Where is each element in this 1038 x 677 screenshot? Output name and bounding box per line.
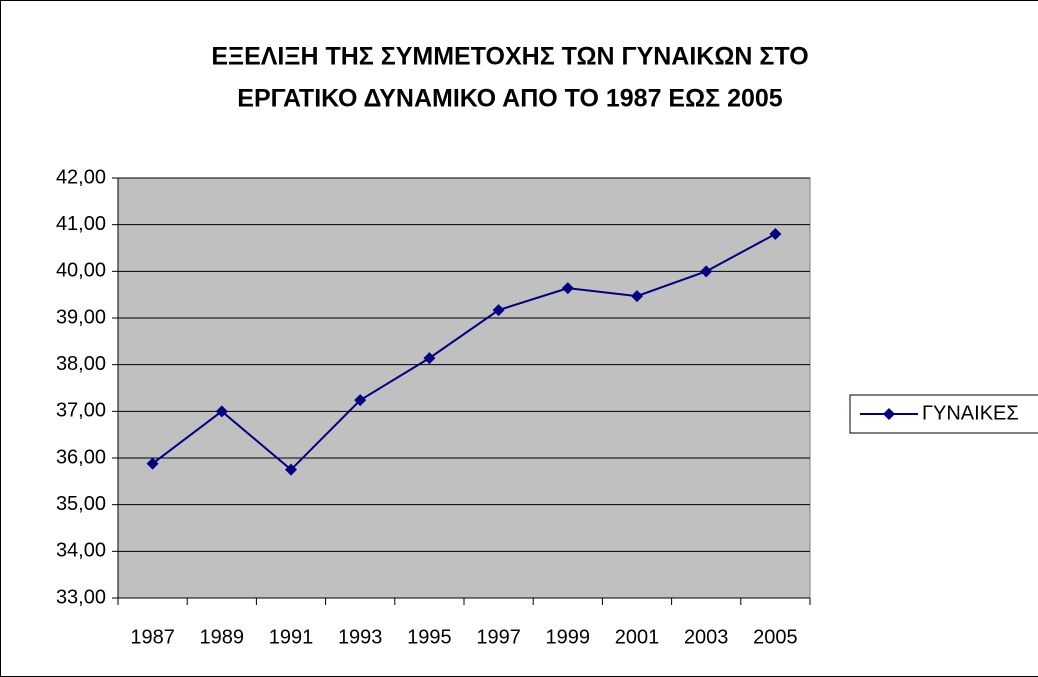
y-tick-label: 35,00 <box>56 493 106 515</box>
x-tick-label: 2005 <box>753 626 798 648</box>
y-tick-label: 42,00 <box>56 166 106 188</box>
marker <box>631 290 643 303</box>
marker <box>423 352 436 365</box>
y-tick-label: 37,00 <box>56 400 106 422</box>
chart-title: ΕΞΕΛΙΞΗ ΤΗΣ ΣΥΜΜΕΤΟΧΗΣ ΤΩΝ ΓΥΝΑΙΚΩΝ ΣΤΟ <box>211 43 808 71</box>
x-tick-label: 1999 <box>546 626 591 648</box>
x-tick-label: 1995 <box>407 626 452 648</box>
x-tick-label: 2001 <box>615 626 660 648</box>
marker <box>561 282 574 295</box>
chart-title: ΕΡΓΑΤΙΚΟ ΔΥΝΑΜΙΚΟ ΑΠΟ ΤΟ 1987 ΕΩΣ 2005 <box>237 85 782 113</box>
y-tick-label: 33,00 <box>56 586 106 608</box>
marker <box>492 304 505 317</box>
y-tick-label: 38,00 <box>56 353 106 375</box>
legend-label: ΓΥΝΑΙΚΕΣ <box>922 402 1019 424</box>
y-tick-label: 41,00 <box>56 213 106 235</box>
y-tick-label: 39,00 <box>56 306 106 328</box>
marker <box>700 265 713 278</box>
marker <box>215 405 228 418</box>
x-tick-label: 1993 <box>338 626 383 648</box>
y-tick-label: 34,00 <box>56 540 106 562</box>
legend-marker <box>883 408 895 420</box>
y-tick-label: 40,00 <box>56 260 106 282</box>
marker <box>146 457 159 470</box>
x-tick-label: 1989 <box>200 626 245 648</box>
x-tick-label: 1987 <box>130 626 175 648</box>
x-tick-label: 1997 <box>476 626 521 648</box>
series-line <box>151 233 776 472</box>
plot-area <box>117 177 811 599</box>
marker <box>285 463 297 476</box>
legend-box <box>849 394 1038 434</box>
x-tick-label: 2003 <box>684 626 729 648</box>
marker <box>354 394 367 407</box>
marker <box>769 228 782 240</box>
y-tick-label: 36,00 <box>56 446 106 468</box>
x-tick-label: 1991 <box>269 626 314 648</box>
